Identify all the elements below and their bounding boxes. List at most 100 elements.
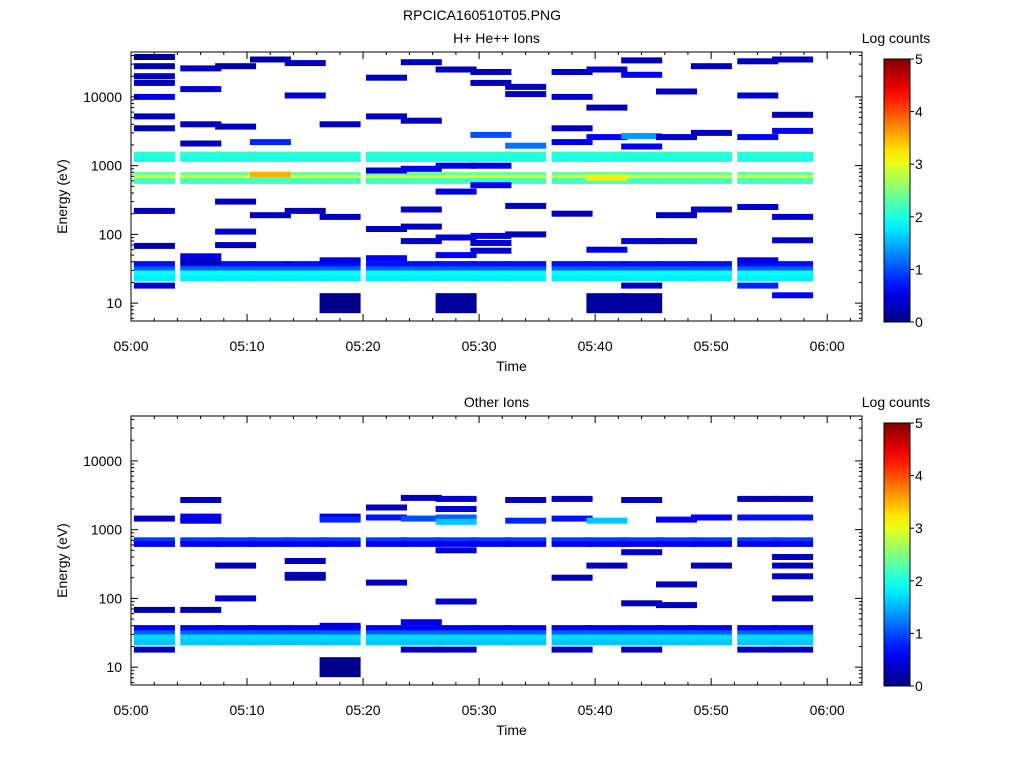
spectrogram-cell <box>690 266 732 273</box>
spectrogram-cell <box>249 540 291 547</box>
spectrogram-cell <box>586 517 628 524</box>
spectrogram-cell <box>656 270 697 277</box>
spectrogram-cell <box>551 630 593 637</box>
spectrogram-cell <box>133 54 175 60</box>
spectrogram-cell <box>470 69 512 75</box>
spectrogram-cell <box>690 261 732 268</box>
spectrogram-cell <box>435 261 477 268</box>
spectrogram-cell <box>366 113 407 120</box>
spectrogram-cell <box>772 111 814 118</box>
spectrogram-cell <box>249 630 291 637</box>
colorbar-tick-label: 3 <box>915 156 923 172</box>
spectrogram-cell <box>435 151 477 158</box>
spectrogram-cell <box>284 207 326 214</box>
spectrogram-cell <box>621 630 663 637</box>
spectrogram-cell <box>180 630 222 637</box>
spectrogram-cell <box>319 177 361 184</box>
spectrogram-cell <box>470 270 512 277</box>
colorbar-tick-label: 5 <box>915 415 923 431</box>
spectrogram-cell <box>319 121 361 128</box>
spectrogram-cell <box>249 625 291 632</box>
spectrogram-cell <box>366 540 407 547</box>
spectrogram-cell <box>656 625 697 632</box>
spectrogram-cell <box>249 151 291 158</box>
spectrogram-cell <box>435 514 477 521</box>
spectrogram-cell <box>621 143 663 150</box>
spectrogram-cell <box>133 606 175 613</box>
spectrogram-cell <box>656 540 697 547</box>
spectrogram-cell <box>737 257 779 264</box>
y-axis-label: Energy (eV) <box>54 523 70 598</box>
spectrogram-cell <box>366 625 407 632</box>
colorbar-tick-label: 1 <box>915 261 923 277</box>
colorbar <box>883 58 911 323</box>
spectrogram-cell <box>249 270 291 277</box>
spectrogram-cell <box>215 562 257 569</box>
spectrogram-cell <box>180 270 222 277</box>
spectrogram-cell <box>284 60 326 67</box>
colorbar-tick-label: 1 <box>915 625 923 641</box>
spectrogram-cell <box>621 293 663 314</box>
spectrogram-cell <box>772 639 814 646</box>
spectrogram-cell <box>180 634 222 641</box>
spectrogram-cell <box>215 63 257 70</box>
spectrogram-cell <box>180 65 222 72</box>
spectrogram-cell <box>772 275 814 282</box>
spectrogram-cell <box>435 518 477 525</box>
spectrogram-cell <box>284 634 326 641</box>
spectrogram-cell <box>656 602 697 609</box>
spectrogram-cell <box>180 537 222 544</box>
spectrogram-cell <box>133 282 175 289</box>
spectrogram-cell <box>690 63 732 70</box>
spectrogram-cell <box>505 537 547 544</box>
spectrogram-cell <box>621 238 663 245</box>
spectrogram-cell <box>737 646 779 653</box>
spectrogram-cell <box>400 537 442 544</box>
spectrogram-cell <box>505 83 547 90</box>
spectrogram-cell <box>737 266 779 273</box>
spectrogram-cell <box>690 540 732 547</box>
spectrogram-cell <box>319 540 361 547</box>
spectrogram-cell <box>284 630 326 637</box>
spectrogram-cell <box>621 639 663 646</box>
spectrogram-cell <box>737 625 779 632</box>
spectrogram-cell <box>470 240 512 246</box>
spectrogram-cell <box>586 134 628 141</box>
spectrogram-cell <box>400 275 442 282</box>
spectrogram-cell <box>586 625 628 632</box>
spectrogram-cell <box>656 266 697 273</box>
spectrogram-cell <box>621 282 663 289</box>
spectrogram-cell <box>551 275 593 282</box>
spectrogram-cell <box>772 151 814 158</box>
spectrogram-cell <box>586 270 628 277</box>
spectrogram-cell <box>133 540 175 547</box>
colorbar-tick-label: 4 <box>915 468 923 484</box>
spectrogram-cell <box>772 630 814 637</box>
spectrogram-cell <box>180 497 222 503</box>
spectrogram-cell <box>249 212 291 219</box>
spectrogram-cell <box>737 514 779 521</box>
spectrogram-cell <box>249 537 291 544</box>
spectrogram-cell <box>319 657 361 678</box>
colorbar-tick-label: 5 <box>915 51 923 67</box>
spectrogram-cell <box>215 634 257 641</box>
spectrogram-cell <box>551 69 593 75</box>
spectrogram-cell <box>505 142 547 149</box>
colorbar-tick-label: 3 <box>915 520 923 536</box>
spectrogram-cell <box>435 547 477 554</box>
spectrogram-cell <box>690 156 732 162</box>
spectrogram-cell <box>215 630 257 637</box>
spectrogram-cell <box>656 639 697 646</box>
spectrogram-cell <box>249 56 291 63</box>
spectrogram-cell <box>772 537 814 544</box>
spectrogram-cell <box>400 625 442 632</box>
spectrogram-cell <box>215 177 257 184</box>
y-tick-label: 100 <box>99 590 123 606</box>
spectrogram-cell <box>133 639 175 646</box>
spectrogram-cell <box>772 213 814 220</box>
spectrogram-cell <box>505 497 547 503</box>
spectrogram-cell <box>470 131 512 138</box>
spectrogram-cell <box>435 540 477 547</box>
spectrogram-cell <box>180 177 222 184</box>
spectrogram-cell <box>180 275 222 282</box>
